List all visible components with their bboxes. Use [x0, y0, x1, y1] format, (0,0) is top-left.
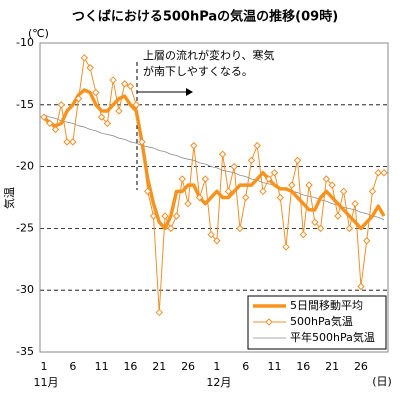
- data-point: [328, 181, 336, 189]
- data-point: [339, 187, 348, 196]
- annotation: 上層の流れが変わり、寒気: [143, 48, 275, 62]
- data-point: [80, 54, 89, 62]
- data-point: [40, 113, 48, 121]
- x-tick-label: 1: [41, 360, 48, 373]
- data-point: [97, 113, 106, 121]
- data-point: [115, 107, 123, 115]
- data-point: [184, 199, 192, 208]
- y-tick-label: -30: [16, 283, 34, 296]
- data-point: [351, 199, 359, 208]
- y-tick-label: -15: [16, 98, 34, 111]
- series-line: [43, 114, 385, 221]
- data-point: [357, 282, 365, 291]
- data-point: [334, 212, 342, 220]
- data-point: [207, 230, 215, 239]
- y-unit: (℃): [28, 27, 49, 40]
- data-point: [126, 82, 135, 90]
- data-point: [218, 150, 227, 158]
- data-point: [241, 193, 250, 202]
- y-tick-label: -25: [16, 221, 34, 234]
- data-point: [86, 64, 94, 72]
- data-point: [282, 243, 290, 251]
- x-tick-label: 16: [123, 360, 137, 373]
- chart-title: つくばにおける500hPaの気温の推移(09時): [72, 9, 338, 25]
- data-point: [57, 101, 65, 109]
- data-point: [69, 138, 77, 146]
- x-tick-label: 6: [242, 360, 249, 373]
- data-point: [270, 169, 279, 177]
- data-point: [138, 138, 146, 146]
- data-point: [213, 237, 221, 245]
- data-point: [311, 218, 319, 226]
- data-point: [368, 187, 377, 196]
- plot-frame: [39, 42, 389, 353]
- data-point: [195, 193, 204, 202]
- data-point: [305, 181, 313, 189]
- annotation: が南下しやすくなる。: [143, 64, 253, 78]
- data-point: [103, 119, 112, 128]
- y-tick-label: -35: [16, 345, 34, 358]
- legend-label: 平年500hPa気温: [290, 330, 375, 344]
- y-axis-label: 気温: [2, 187, 16, 209]
- data-point: [190, 141, 198, 150]
- arrow-head: [186, 88, 193, 96]
- data-point: [92, 88, 100, 97]
- data-point: [132, 101, 140, 109]
- data-point: [265, 175, 273, 183]
- x-unit: (日): [372, 375, 392, 388]
- data-point: [316, 224, 325, 233]
- x-tick-label: 21: [152, 360, 166, 373]
- x-tick-label: 11: [268, 360, 282, 373]
- data-point: [363, 237, 371, 245]
- x-tick-label: 6: [69, 360, 76, 373]
- data-point: [288, 181, 296, 189]
- legend-marker: [265, 318, 273, 326]
- data-point: [201, 175, 210, 183]
- data-point: [253, 141, 261, 150]
- data-point: [299, 230, 308, 239]
- data-point: [46, 119, 54, 128]
- data-point: [167, 224, 175, 233]
- x-tick-label: 26: [181, 360, 195, 373]
- data-point: [230, 162, 238, 171]
- data-point: [172, 212, 181, 220]
- data-point: [247, 156, 256, 165]
- data-point: [259, 187, 267, 196]
- x-tick-label: 16: [296, 360, 310, 373]
- data-point: [236, 224, 244, 233]
- data-point: [120, 80, 129, 88]
- y-tick-label: -10: [16, 36, 34, 49]
- data-point: [51, 125, 60, 134]
- data-point: [178, 175, 187, 183]
- x-tick-label: 21: [325, 360, 339, 373]
- data-point: [224, 187, 233, 196]
- x-group-label: 11月: [34, 376, 59, 389]
- data-point: [155, 308, 163, 317]
- data-point: [149, 212, 158, 220]
- data-point: [380, 169, 388, 177]
- x-tick-label: 26: [354, 360, 368, 373]
- x-tick-label: 1: [213, 360, 220, 373]
- legend-label: 500hPa気温: [290, 314, 353, 328]
- data-point: [276, 193, 284, 202]
- x-group-label: 12月: [206, 376, 231, 389]
- data-point: [144, 187, 152, 196]
- data-point: [161, 212, 169, 220]
- data-point: [322, 175, 331, 183]
- y-tick-label: -20: [16, 160, 34, 173]
- data-point: [293, 156, 302, 165]
- x-tick-label: 11: [95, 360, 109, 373]
- series-line: [42, 88, 386, 231]
- data-point: [63, 138, 71, 146]
- legend-label: 5日間移動平均: [290, 298, 363, 312]
- data-point: [74, 94, 83, 103]
- data-point: [374, 169, 382, 177]
- data-point: [345, 224, 354, 233]
- data-point: [109, 76, 117, 84]
